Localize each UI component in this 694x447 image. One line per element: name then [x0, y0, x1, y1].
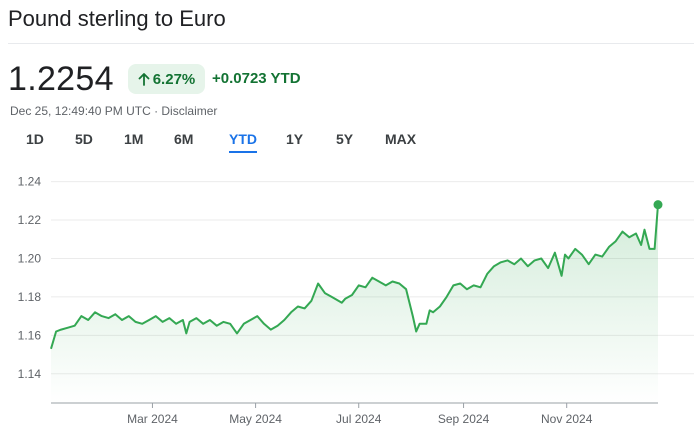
header-divider — [8, 43, 694, 44]
change-absolute: +0.0723 YTD — [212, 70, 301, 87]
price-chart[interactable]: 1.24 1.22 1.20 1.18 1.16 1.14 Mar 2024 May 202… — [0, 160, 694, 447]
area-fill — [51, 204, 658, 403]
tab-1y[interactable]: 1Y — [286, 131, 304, 147]
x-tick-label: May 2024 — [229, 412, 282, 426]
timestamp-disclaimer: Dec 25, 12:49:40 PM UTC · Disclaimer — [10, 104, 218, 118]
tab-max[interactable]: MAX — [385, 131, 417, 147]
tab-5y[interactable]: 5Y — [336, 131, 354, 147]
tab-5d[interactable]: 5D — [75, 131, 93, 147]
y-axis: 1.24 1.22 1.20 1.18 1.16 1.14 — [18, 175, 42, 381]
y-tick-label: 1.24 — [18, 175, 42, 189]
change-percent-badge: 6.27% — [128, 64, 205, 94]
series-line — [50, 204, 659, 350]
tab-1m[interactable]: 1M — [124, 131, 144, 147]
x-tick-label: Mar 2024 — [127, 412, 178, 426]
range-tabs: 1D 5D 1M 6M YTD 1Y 5Y MAX — [0, 131, 694, 155]
tab-ytd[interactable]: YTD — [229, 131, 257, 153]
current-price: 1.2254 — [8, 60, 114, 98]
x-tick-label: Jul 2024 — [336, 412, 382, 426]
y-tick-label: 1.16 — [18, 328, 42, 342]
page-title: Pound sterling to Euro — [8, 6, 226, 31]
arrow-up-icon — [138, 72, 150, 86]
tab-1d[interactable]: 1D — [26, 131, 44, 147]
change-percent: 6.27% — [152, 70, 196, 88]
x-tick-label: Sep 2024 — [438, 412, 490, 426]
y-tick-label: 1.20 — [18, 251, 42, 265]
y-tick-label: 1.18 — [18, 290, 42, 304]
x-axis: Mar 2024 May 2024 Jul 2024 Sep 2024 Nov 2024 — [127, 403, 593, 426]
y-tick-label: 1.22 — [18, 213, 42, 227]
tab-6m[interactable]: 6M — [174, 131, 194, 147]
y-tick-label: 1.14 — [18, 367, 42, 381]
current-point-marker — [653, 200, 663, 210]
x-tick-label: Nov 2024 — [541, 412, 593, 426]
